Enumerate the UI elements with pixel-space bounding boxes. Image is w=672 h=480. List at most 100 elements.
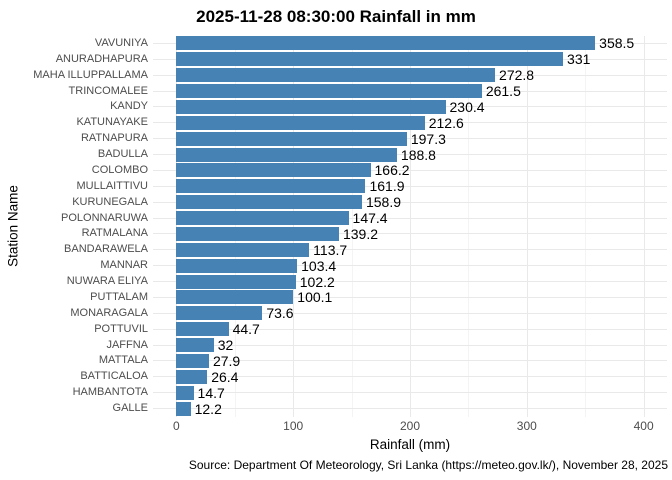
station-label: MANNAR [100, 259, 148, 272]
gridline-horizontal [153, 138, 667, 140]
value-label: 161.9 [369, 178, 405, 195]
bar-puttalam [176, 290, 294, 305]
gridline-horizontal [153, 201, 667, 203]
x-tick-label: 200 [399, 419, 421, 433]
gridline-horizontal [153, 408, 667, 410]
station-label: BANDARAWELA [64, 243, 148, 256]
value-label: 139.2 [342, 225, 379, 242]
bar-bandarawela [176, 242, 310, 257]
gridline-horizontal [153, 249, 667, 251]
gridline-major-vertical [643, 35, 645, 417]
station-label: TRINCOMALEE [68, 84, 148, 97]
gridline-major-vertical [176, 35, 178, 417]
value-label: 147.4 [352, 210, 388, 227]
station-label: RATMALANA [81, 227, 148, 240]
x-axis-title: Rainfall (mm) [369, 437, 451, 452]
bar-vavuniya [176, 36, 596, 51]
gridline-major-vertical [526, 35, 528, 417]
bar-polonnaruwa [176, 211, 349, 226]
gridline-horizontal [153, 376, 667, 378]
value-label: 27.9 [212, 352, 241, 369]
station-label: POTTUVIL [94, 322, 148, 335]
bar-hambantota [176, 385, 194, 400]
value-label: 12.2 [194, 400, 222, 417]
gridline-horizontal [153, 233, 667, 235]
value-label: 113.7 [313, 241, 348, 258]
gridline-horizontal [153, 312, 667, 314]
gridline-horizontal [153, 281, 667, 283]
bar-ratmalana [176, 226, 339, 241]
station-label: NUWARA ELIYA [66, 275, 148, 288]
gridline-major-vertical [410, 35, 411, 417]
bar-jaffna [176, 338, 214, 353]
station-label: BATTICALOA [80, 370, 148, 383]
bar-ratnapura [176, 131, 407, 146]
bar-pottuvil [176, 322, 229, 337]
gridline-horizontal [153, 392, 667, 394]
gridline-minor-vertical [351, 35, 353, 417]
value-label: 26.4 [211, 368, 239, 385]
bar-monaragala [176, 306, 263, 321]
gridline-horizontal [153, 217, 667, 219]
x-tick-label: 0 [173, 419, 180, 433]
chart-title: 2025-11-28 08:30:00 Rainfall in mm [196, 7, 476, 26]
value-label: 331 [567, 51, 591, 68]
gridline-horizontal [153, 185, 667, 187]
bar-mattala [176, 353, 209, 368]
bar-nuwara-eliya [176, 274, 296, 289]
bar-anuradhapura [176, 52, 564, 67]
gridline-major-vertical [293, 35, 295, 417]
value-label: 272.8 [499, 67, 535, 84]
value-label: 197.3 [410, 130, 446, 147]
value-label: 188.8 [400, 146, 436, 163]
gridline-horizontal [153, 265, 667, 267]
value-label: 32 [217, 337, 234, 354]
bar-badulla [176, 147, 397, 162]
station-label: MATTALA [98, 354, 148, 367]
value-label: 212.6 [428, 114, 464, 131]
gridline-horizontal [153, 169, 667, 171]
gridline-horizontal [153, 360, 667, 362]
bar-maha-illuppallama [176, 68, 496, 83]
value-label: 358.5 [599, 35, 635, 52]
value-label: 103.4 [301, 257, 337, 274]
value-label: 230.4 [449, 98, 485, 115]
value-label: 14.7 [197, 384, 225, 401]
station-label: MAHA ILLUPPALLAMA [33, 68, 148, 81]
x-tick-label: 100 [283, 419, 304, 433]
gridline-horizontal [153, 344, 667, 346]
plot-panel: 358.5 331 272.8 261.5 230.4 212.6 197.3 188.8 16… [153, 35, 667, 417]
gridline-minor-vertical [585, 35, 587, 417]
station-label: KANDY [110, 100, 148, 113]
bar-mullaittivu [176, 179, 366, 194]
station-label: GALLE [112, 402, 148, 415]
x-tick-label: 300 [516, 419, 537, 433]
bar-kurunegala [176, 195, 362, 210]
station-label: KATUNAYAKE [76, 116, 148, 129]
bar-colombo [176, 163, 371, 178]
station-label: RATNAPURA [80, 132, 148, 145]
station-label: VAVUNIYA [94, 36, 148, 49]
bar-katunayake [176, 115, 425, 130]
value-label: 166.2 [374, 162, 410, 179]
value-label: 158.9 [365, 194, 402, 211]
x-axis-tick-labels: 0 100 200 300 400 [0, 419, 672, 433]
source-caption: Source: Department Of Meteorology, Sri L… [188, 458, 668, 472]
bar-batticaloa [176, 369, 208, 384]
value-label: 100.1 [297, 289, 333, 306]
value-label: 73.6 [266, 305, 294, 322]
gridline-horizontal [153, 296, 667, 298]
value-label: 44.7 [232, 321, 260, 338]
value-label: 261.5 [485, 83, 521, 100]
station-label: BADULLA [97, 148, 148, 161]
bar-mannar [176, 258, 298, 273]
gridline-minor-vertical [468, 35, 470, 417]
bar-galle [176, 401, 191, 416]
station-label: COLOMBO [91, 163, 148, 176]
station-labels-column: VAVUNIYA ANURADHAPURA MAHA ILLUPPALLAMA TRI… [0, 36, 148, 417]
station-label: MULLAITTIVU [76, 179, 148, 192]
station-label: JAFFNA [106, 338, 148, 351]
station-label: POLONNARUWA [61, 211, 148, 224]
x-tick-label: 400 [633, 419, 654, 433]
